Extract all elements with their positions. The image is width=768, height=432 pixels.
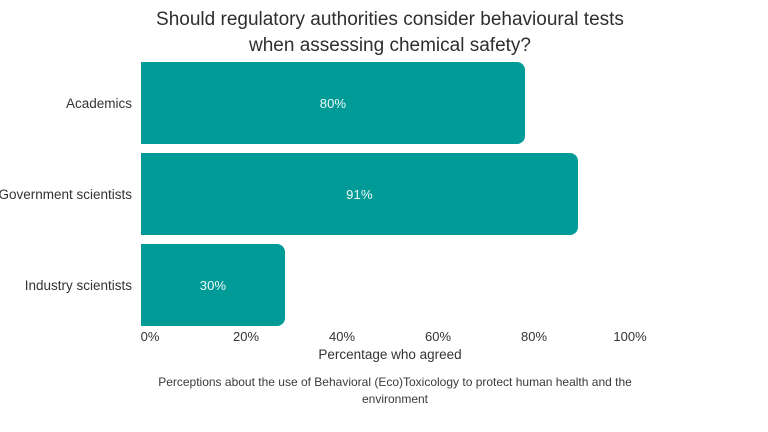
- bar-track: 91%: [141, 153, 621, 235]
- x-axis-label: Percentage who agreed: [318, 347, 462, 362]
- bar-rows: Academics 80% Government scientists 91% Indu…: [0, 62, 630, 326]
- x-axis: 0% 20% 40% 60% 80% 100%: [141, 329, 647, 345]
- x-tick-label: 0%: [140, 329, 160, 344]
- bar-value-label: 80%: [319, 95, 347, 111]
- bar-value-label: 30%: [199, 277, 227, 293]
- bar-value-label: 91%: [346, 186, 373, 202]
- category-label: Industry scientists: [24, 277, 132, 293]
- category-label: Government scientists: [0, 186, 132, 202]
- bar-row: Academics 80%: [0, 62, 630, 144]
- category-label: Academics: [65, 95, 132, 111]
- bar: 30%: [141, 244, 285, 326]
- bar: 80%: [141, 62, 525, 144]
- bar-track: 80%: [141, 62, 621, 144]
- x-tick-label: 60%: [424, 329, 452, 344]
- x-tick-label: 80%: [520, 329, 548, 344]
- chart-caption: Perceptions about the use of Behavioral …: [158, 375, 632, 406]
- bar-track: 30%: [141, 244, 621, 326]
- x-tick-label: 20%: [232, 329, 260, 344]
- x-tick-label: 40%: [328, 329, 356, 344]
- x-tick-label: 100%: [613, 329, 647, 344]
- chart-title: Should regulatory authorities consider b…: [156, 9, 624, 56]
- bar-row: Industry scientists 30%: [0, 244, 630, 326]
- bar-row: Government scientists 91%: [0, 153, 630, 235]
- bar: 91%: [141, 153, 578, 235]
